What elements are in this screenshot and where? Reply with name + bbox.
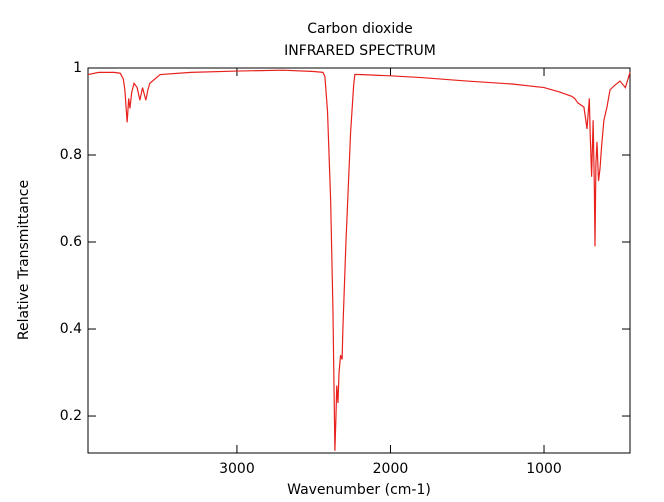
spectrum-line xyxy=(87,69,631,451)
x-tick-label: 2000 xyxy=(373,461,409,477)
chart-subtitle: INFRARED SPECTRUM xyxy=(284,43,436,59)
x-tick-label: 1000 xyxy=(526,461,562,477)
chart-title: Carbon dioxide xyxy=(307,21,412,37)
y-tick-label: 0.8 xyxy=(60,147,82,163)
y-tick-label: 0.2 xyxy=(60,408,82,424)
y-tick-label: 1 xyxy=(73,60,82,76)
y-tick-label: 0.6 xyxy=(60,234,82,250)
x-tick-label: 3000 xyxy=(219,461,255,477)
y-tick-label: 0.4 xyxy=(60,321,82,337)
plot-frame xyxy=(87,67,631,454)
y-axis-label: Relative Transmittance xyxy=(16,180,32,340)
x-axis-label: Wavenumber (cm-1) xyxy=(287,482,431,498)
